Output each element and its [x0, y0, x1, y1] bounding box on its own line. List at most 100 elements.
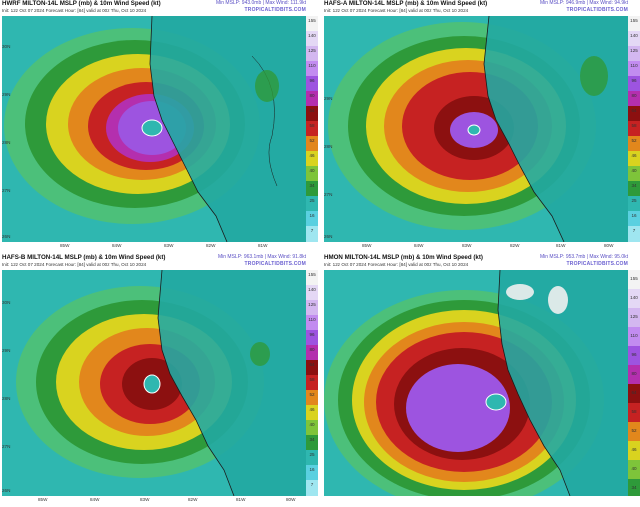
- panel-credit: TROPICALTIDBITS.COM: [566, 7, 628, 13]
- wind-colorbar: [628, 16, 640, 242]
- colorbar-tick-label: 34: [631, 485, 637, 490]
- colorbar-tick-label: 52: [631, 428, 637, 433]
- lon-label: 84W: [112, 243, 122, 248]
- panel-stats: Min MSLP: 963.1mb | Max Wind: 91.8kt: [217, 254, 306, 260]
- colorbar-tick-label: 96: [631, 352, 637, 357]
- model-panel-hafs-b: HAFS-B MILTON-14L MSLP (mb) & 10m Wind S…: [0, 254, 318, 506]
- lon-label: 81W: [236, 497, 246, 502]
- colorbar-tick-label: 64: [631, 108, 637, 113]
- lon-label: 81W: [258, 243, 268, 248]
- florida-land: [157, 270, 306, 496]
- panel-title: HAFS-A MILTON-14L MSLP (mb) & 10m Wind S…: [324, 0, 488, 7]
- panel-init-line: Init: 12z Oct 07 2024 Forecast Hour: [84…: [2, 8, 147, 13]
- panel-init-line: Init: 12z Oct 07 2024 Forecast Hour: [84…: [324, 262, 469, 267]
- colorbar-tick-label: 80: [631, 371, 637, 376]
- colorbar-tick-label: 140: [630, 33, 638, 38]
- panel-header: HAFS-A MILTON-14L MSLP (mb) & 10m Wind S…: [322, 0, 640, 18]
- lat-label: 29N: [324, 96, 333, 101]
- panel-stats: Min MSLP: 943.0mb | Max Wind: 111.9kt: [215, 0, 306, 6]
- wind-map: [2, 16, 306, 242]
- lon-label: 80W: [604, 243, 614, 248]
- model-panel-hmon: HMON MILTON-14L MSLP (mb) & 10m Wind Spe…: [322, 254, 640, 506]
- colorbar-tick-label: 155: [630, 276, 638, 281]
- model-panel-hafs-a: HAFS-A MILTON-14L MSLP (mb) & 10m Wind S…: [322, 0, 640, 252]
- colorbar-tick-label: 58: [309, 123, 315, 128]
- colorbar-tick-label: 46: [631, 153, 637, 158]
- panel-title: HWRF MILTON-14L MSLP (mb) & 10m Wind Spe…: [2, 0, 161, 7]
- panel-title: HAFS-B MILTON-14L MSLP (mb) & 10m Wind S…: [2, 254, 166, 261]
- colorbar-tick-label: 46: [631, 447, 637, 452]
- wind-map: [2, 270, 306, 496]
- panel-init-line: Init: 12z Oct 07 2024 Forecast Hour: [84…: [2, 262, 147, 267]
- panel-header: HWRF MILTON-14L MSLP (mb) & 10m Wind Spe…: [0, 0, 318, 18]
- lat-label: 30N: [2, 44, 11, 49]
- colorbar-tick-label: 16: [309, 213, 315, 218]
- colorbar-tick-label: 96: [309, 332, 315, 337]
- colorbar-tick-label: 96: [631, 78, 637, 83]
- colorbar-tick-label: 25: [309, 198, 315, 203]
- colorbar-tick-label: 80: [309, 93, 315, 98]
- colorbar-tick-label: 58: [631, 123, 637, 128]
- wind-colorbar: [306, 16, 318, 242]
- panel-credit: TROPICALTIDBITS.COM: [566, 261, 628, 267]
- colorbar-tick-label: 58: [309, 377, 315, 382]
- colorbar-tick-label: 7: [632, 228, 636, 233]
- lon-label: 85W: [362, 243, 372, 248]
- wind-map: [324, 16, 628, 242]
- lat-label: 26N: [2, 488, 11, 493]
- lat-label: 28N: [2, 140, 11, 145]
- panel-credit: TROPICALTIDBITS.COM: [244, 7, 306, 13]
- panel-header: HAFS-B MILTON-14L MSLP (mb) & 10m Wind S…: [0, 254, 318, 272]
- lat-label: 28N: [2, 396, 11, 401]
- lat-label: 27N: [2, 188, 11, 193]
- colorbar-tick-label: 40: [631, 466, 637, 471]
- lon-label: 85W: [38, 497, 48, 502]
- model-panel-hwrf: HWRF MILTON-14L MSLP (mb) & 10m Wind Spe…: [0, 0, 318, 252]
- colorbar-tick-label: 110: [630, 63, 638, 68]
- lat-label: 29N: [2, 92, 11, 97]
- panel-title: HMON MILTON-14L MSLP (mb) & 10m Wind Spe…: [324, 254, 483, 261]
- lat-label: 27N: [2, 444, 11, 449]
- lon-label: 83W: [462, 243, 472, 248]
- colorbar-tick-label: 80: [309, 347, 315, 352]
- colorbar-tick-label: 125: [630, 314, 638, 319]
- panel-stats: Min MSLP: 953.7mb | Max Wind: 95.0kt: [539, 254, 628, 260]
- colorbar-tick-label: 7: [310, 482, 314, 487]
- panel-init-line: Init: 12z Oct 07 2024 Forecast Hour: [84…: [324, 8, 469, 13]
- lon-label: 82W: [188, 497, 198, 502]
- colorbar-tick-label: 58: [631, 409, 637, 414]
- wind-map: [324, 270, 628, 496]
- colorbar-tick-label: 34: [309, 183, 315, 188]
- colorbar-tick-label: 155: [308, 272, 316, 277]
- lon-label: 84W: [90, 497, 100, 502]
- colorbar-tick-label: 25: [309, 452, 315, 457]
- colorbar-tick-label: 110: [630, 333, 638, 338]
- colorbar-tick-label: 125: [308, 48, 316, 53]
- panel-credit: TROPICALTIDBITS.COM: [244, 261, 306, 267]
- colorbar-tick-label: 110: [308, 317, 316, 322]
- lat-label: 28N: [324, 144, 333, 149]
- colorbar-tick-label: 52: [309, 138, 315, 143]
- lat-label: 29N: [2, 348, 11, 353]
- colorbar-tick-label: 64: [309, 108, 315, 113]
- wind-colorbar: [306, 270, 318, 496]
- lon-label: 84W: [414, 243, 424, 248]
- colorbar-tick-label: 40: [309, 422, 315, 427]
- panel-stats: Min MSLP: 946.9mb | Max Wind: 94.9kt: [539, 0, 628, 6]
- colorbar-tick-label: 64: [631, 390, 637, 395]
- colorbar-tick-label: 125: [308, 302, 316, 307]
- lat-label: 27N: [324, 192, 333, 197]
- colorbar-tick-label: 46: [309, 407, 315, 412]
- colorbar-tick-label: 7: [310, 228, 314, 233]
- florida-land: [483, 16, 628, 242]
- colorbar-tick-label: 46: [309, 153, 315, 158]
- colorbar-tick-label: 125: [630, 48, 638, 53]
- lon-label: 85W: [60, 243, 70, 248]
- colorbar-tick-label: 52: [309, 392, 315, 397]
- colorbar-tick-label: 64: [309, 362, 315, 367]
- lon-label: 80W: [286, 497, 296, 502]
- colorbar-tick-label: 16: [631, 213, 637, 218]
- colorbar-tick-label: 16: [309, 467, 315, 472]
- florida-land: [497, 270, 628, 496]
- lat-label: 26N: [2, 234, 11, 239]
